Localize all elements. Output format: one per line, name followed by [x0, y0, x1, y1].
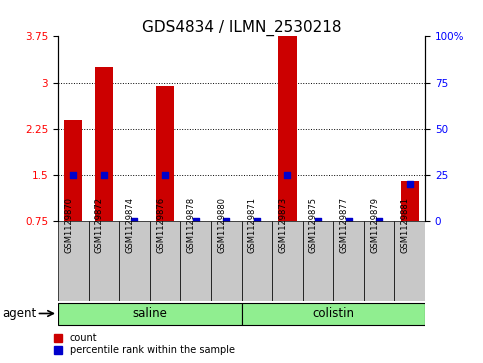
Text: GSM1129873: GSM1129873 [278, 197, 287, 253]
Point [345, 219, 353, 224]
FancyBboxPatch shape [364, 221, 395, 301]
FancyBboxPatch shape [88, 221, 119, 301]
Point [192, 219, 199, 224]
FancyBboxPatch shape [58, 221, 88, 301]
Text: GSM1129874: GSM1129874 [126, 197, 134, 253]
Bar [95, 67, 113, 221]
Text: GSM1129875: GSM1129875 [309, 197, 318, 253]
FancyBboxPatch shape [180, 221, 211, 301]
Text: GSM1129881: GSM1129881 [401, 197, 410, 253]
Text: saline: saline [132, 307, 167, 320]
Bar [156, 86, 174, 221]
Point [161, 172, 169, 178]
Point [100, 172, 108, 178]
Text: GSM1129876: GSM1129876 [156, 197, 165, 253]
Text: colistin: colistin [313, 307, 354, 320]
Text: GSM1129870: GSM1129870 [64, 197, 73, 253]
FancyBboxPatch shape [150, 221, 180, 301]
Text: GSM1129879: GSM1129879 [370, 197, 379, 253]
Point [222, 219, 230, 224]
Point [130, 219, 138, 224]
FancyBboxPatch shape [211, 221, 242, 301]
FancyBboxPatch shape [395, 221, 425, 301]
Legend: count, percentile rank within the sample: count, percentile rank within the sample [53, 333, 236, 356]
Point [406, 182, 413, 187]
Text: GSM1129880: GSM1129880 [217, 197, 226, 253]
FancyBboxPatch shape [58, 302, 242, 325]
Point [375, 219, 383, 224]
Point [70, 172, 77, 178]
Text: GSM1129871: GSM1129871 [248, 197, 257, 253]
Bar [64, 120, 83, 221]
Text: GSM1129872: GSM1129872 [95, 197, 104, 253]
Bar [400, 182, 419, 221]
Text: GSM1129878: GSM1129878 [186, 197, 196, 253]
FancyBboxPatch shape [272, 221, 303, 301]
FancyBboxPatch shape [242, 221, 272, 301]
Title: GDS4834 / ILMN_2530218: GDS4834 / ILMN_2530218 [142, 20, 341, 36]
Bar [278, 36, 297, 221]
Text: agent: agent [2, 307, 37, 321]
FancyBboxPatch shape [119, 221, 150, 301]
Point [253, 219, 261, 224]
Text: GSM1129877: GSM1129877 [340, 197, 349, 253]
Point [314, 219, 322, 224]
FancyBboxPatch shape [242, 302, 425, 325]
Point [284, 172, 291, 178]
FancyBboxPatch shape [333, 221, 364, 301]
FancyBboxPatch shape [303, 221, 333, 301]
